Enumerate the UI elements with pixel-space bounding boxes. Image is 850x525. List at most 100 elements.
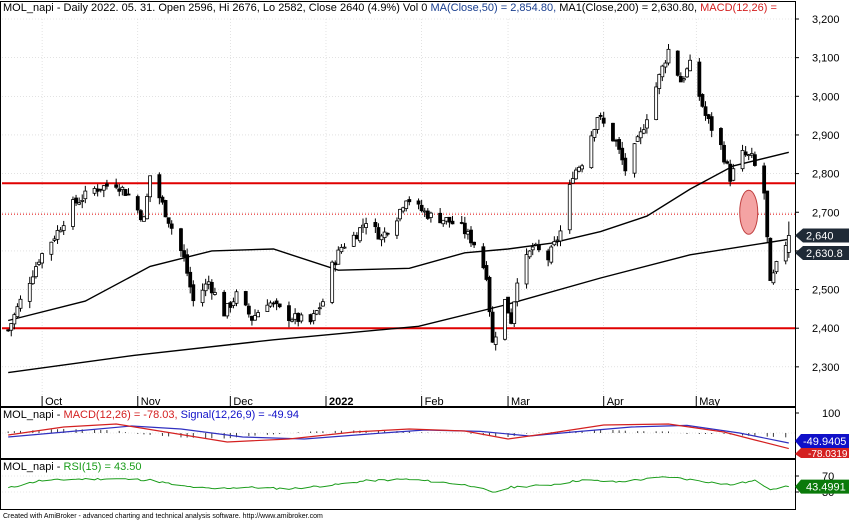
candle-body [462, 222, 467, 235]
macd-axis: 100 -49.9405-78.0319 [795, 408, 849, 460]
candle-body [425, 210, 430, 219]
candle-body [533, 243, 538, 246]
candle-body [52, 238, 57, 241]
candle-body [243, 291, 248, 306]
candle-body [644, 119, 649, 129]
candle-body [493, 336, 498, 345]
candle-body [114, 184, 119, 188]
ma50-line [8, 151, 789, 322]
candle-body [481, 246, 486, 269]
macd-pane-title: MOL_napi - MACD(12,26) = -78.03, Signal(… [3, 409, 299, 421]
candle-body [138, 210, 143, 221]
candle-body [12, 314, 17, 325]
signal-badge-label: -49.9405 [803, 436, 846, 448]
candle-body [558, 230, 563, 242]
price-tick-label: 2,900 [812, 130, 840, 142]
rsi-badge-label: 43.4991 [806, 482, 846, 494]
candle-body [638, 131, 643, 139]
candle-body [469, 229, 473, 244]
candle-body [268, 302, 273, 307]
candle-body [339, 247, 344, 253]
candle-body [749, 153, 754, 156]
candle-body [530, 246, 535, 251]
candle-body [728, 163, 733, 182]
candle-body [277, 303, 282, 308]
main-title-info: - Daily 2022. 05. 31. Open 2596, Hi 2676… [54, 2, 428, 14]
candle-body [688, 59, 692, 72]
candle-body [515, 282, 520, 302]
candle-body [49, 241, 54, 255]
candle-body [145, 196, 149, 220]
candle-body [774, 261, 779, 273]
candle-body [83, 190, 88, 200]
candle-body [697, 61, 702, 97]
price-tick-label: 3,200 [812, 14, 840, 26]
candle-body [160, 196, 165, 203]
macd-badge-label: -78.0319 [808, 449, 848, 460]
highlight-ellipse [739, 189, 759, 235]
rsi-pane-ticker: MOL_napi - [3, 461, 64, 473]
candle-body [589, 135, 594, 169]
candle-body [34, 266, 38, 278]
candle-body [228, 302, 233, 308]
candle-body [577, 166, 581, 172]
candle-body [296, 312, 301, 322]
rsi-pane: 703043.4991 MOL_napi - RSI(15) = 43.50 [0, 459, 849, 510]
price-tick-label: 3,000 [812, 91, 840, 103]
candle-body [265, 304, 270, 312]
candle-body [30, 276, 35, 285]
candle-body [623, 157, 628, 172]
candle-body [342, 246, 347, 249]
main-title: MOL_napi - Daily 2022. 05. 31. Open 2596… [3, 2, 777, 14]
candle-body [101, 185, 106, 191]
candle-body [678, 76, 683, 83]
rsi-badge-shape [795, 479, 849, 494]
candle-body [330, 261, 335, 303]
rsi-pane-border [0, 459, 796, 510]
candle-body [509, 312, 514, 324]
macd-line [8, 423, 789, 450]
candle-body [438, 212, 443, 224]
candle-body [428, 212, 433, 218]
candle-body [527, 250, 532, 258]
candle-body [27, 282, 32, 302]
date-tick-label: Mar [511, 396, 530, 408]
footer-credit: Created with AmiBroker - advanced charti… [3, 513, 323, 520]
candle-body [450, 220, 455, 225]
candle-body [484, 265, 489, 280]
rsi-legend: RSI(15) = 43.50 [64, 461, 142, 473]
candle-body [740, 150, 745, 170]
ma200-badge-label: 2,630.8 [806, 248, 843, 260]
candle-body [308, 314, 313, 323]
candle-body [209, 282, 214, 294]
ma50-legend: MA(Close,50) = 2,854.80, [430, 2, 556, 14]
candle-body [77, 202, 82, 205]
candle-body [685, 68, 689, 78]
candle-body [80, 199, 85, 202]
candle-body [231, 301, 236, 306]
rsi-pane-title: MOL_napi - RSI(15) = 43.50 [3, 461, 142, 473]
candle-body [123, 189, 128, 196]
candle-body [490, 311, 495, 343]
close-price-badge-label: 2,640 [806, 230, 834, 242]
candle-body [18, 298, 23, 309]
candle-body [373, 222, 378, 228]
close-price-badge-shape [795, 228, 849, 243]
candle-body [358, 227, 362, 242]
candle-body [657, 74, 662, 89]
candle-body [203, 283, 208, 292]
candle-body [487, 276, 492, 313]
candle-body [536, 244, 541, 251]
candle-body [157, 174, 162, 199]
macd-inline-legend: MACD(12,26) = [700, 2, 777, 14]
candle-body [148, 175, 153, 198]
candle-body [459, 222, 464, 224]
candle-body [786, 235, 791, 253]
date-tick-label: May [699, 396, 720, 408]
candle-body [703, 106, 708, 116]
candle-body [361, 224, 365, 228]
candle-body [92, 188, 97, 194]
candle-body [552, 241, 557, 246]
date-tick-label: 2022 [329, 396, 353, 408]
